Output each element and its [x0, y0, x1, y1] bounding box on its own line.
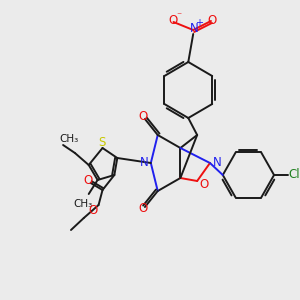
- Text: N: N: [212, 157, 221, 169]
- Text: O: O: [138, 202, 148, 215]
- Text: O: O: [200, 178, 209, 190]
- Text: N: N: [140, 157, 148, 169]
- Text: O: O: [88, 203, 97, 217]
- Text: O: O: [83, 173, 92, 187]
- Text: O: O: [138, 110, 148, 124]
- Text: CH₃: CH₃: [73, 199, 92, 209]
- Text: CH₃: CH₃: [59, 134, 79, 144]
- Text: O: O: [207, 14, 217, 26]
- Text: S: S: [98, 136, 105, 149]
- Text: +: +: [195, 18, 203, 28]
- Text: N: N: [190, 22, 199, 35]
- Text: O: O: [168, 14, 177, 28]
- Text: Cl: Cl: [288, 169, 300, 182]
- Text: ⁻: ⁻: [176, 11, 181, 21]
